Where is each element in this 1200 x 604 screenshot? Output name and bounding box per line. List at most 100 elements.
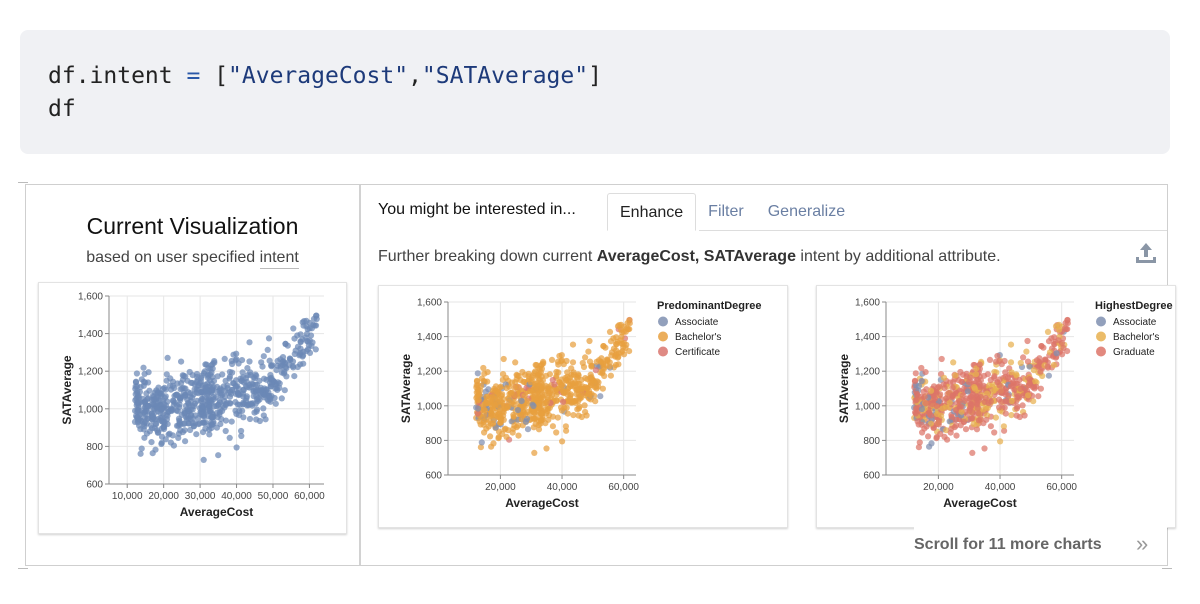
data-point xyxy=(140,364,147,371)
data-point xyxy=(968,402,975,410)
data-point xyxy=(592,398,599,405)
data-point xyxy=(1020,354,1027,361)
output-corner-mark xyxy=(18,568,28,569)
data-point xyxy=(934,384,941,391)
data-point xyxy=(512,359,519,366)
data-point xyxy=(998,361,1005,368)
data-point xyxy=(1030,367,1037,374)
code-cell[interactable]: df.intent = ["AverageCost","SATAverage"]… xyxy=(20,30,1170,154)
tab-enhance[interactable]: Enhance xyxy=(607,193,697,231)
data-point xyxy=(522,418,529,425)
current-chart-card[interactable]: 600 800 1,000 1,200 1,400 1,600 10,000 20,000 30… xyxy=(38,282,347,534)
data-point xyxy=(200,456,207,463)
data-point xyxy=(592,367,599,374)
current-scatter-chart: 600 800 1,000 1,200 1,400 1,600 10,000 20,000 30… xyxy=(60,292,325,520)
scroll-hint[interactable]: Scroll for 11 more charts » xyxy=(914,525,1167,565)
y-tick-label: 800 xyxy=(425,436,442,447)
data-point xyxy=(488,443,495,450)
export-button[interactable] xyxy=(1133,240,1159,266)
data-point xyxy=(582,354,589,361)
data-point xyxy=(312,346,319,353)
data-point xyxy=(176,417,183,424)
data-point xyxy=(937,391,944,398)
data-point xyxy=(502,374,510,381)
data-point xyxy=(302,334,309,341)
data-point xyxy=(268,381,275,388)
data-point xyxy=(1008,369,1015,376)
data-point xyxy=(287,355,294,363)
y-tick-label: 1,400 xyxy=(417,332,442,343)
data-point xyxy=(218,416,225,423)
y-tick-label: 1,400 xyxy=(855,332,880,343)
data-point xyxy=(238,427,245,435)
data-point xyxy=(510,413,517,420)
data-point xyxy=(938,355,945,363)
data-point xyxy=(500,355,507,363)
tab-generalize[interactable]: Generalize xyxy=(767,203,846,220)
data-point xyxy=(144,395,151,403)
data-point xyxy=(503,433,510,440)
data-point xyxy=(193,431,200,438)
data-point xyxy=(912,370,919,377)
enhance-chart-card-1[interactable]: 600 800 1,000 1,200 1,400 1,600 20,000 40,000 60… xyxy=(378,285,788,528)
x-tick-label: 20,000 xyxy=(485,482,516,493)
data-point xyxy=(1033,383,1040,390)
data-point xyxy=(485,423,492,430)
data-point xyxy=(247,369,254,376)
data-point xyxy=(164,354,171,361)
data-point xyxy=(1036,355,1043,362)
data-point xyxy=(284,342,291,349)
data-point xyxy=(586,358,594,365)
data-point xyxy=(177,394,184,401)
subtitle-prefix: based on user specified xyxy=(86,249,260,266)
data-point xyxy=(923,423,930,430)
data-point xyxy=(956,398,963,405)
data-point xyxy=(177,386,184,393)
data-point xyxy=(1040,344,1047,351)
output-corner-mark xyxy=(18,182,28,183)
data-point xyxy=(529,374,536,381)
data-point xyxy=(266,394,273,401)
data-point xyxy=(246,384,253,391)
data-point xyxy=(158,406,165,413)
enhance-chart-card-2[interactable]: 600 800 1,000 1,200 1,400 1,600 20,000 40,000 60… xyxy=(816,285,1176,528)
x-tick-label: 60,000 xyxy=(294,491,325,502)
data-point xyxy=(563,427,570,434)
data-point xyxy=(226,373,233,380)
data-point xyxy=(136,422,143,429)
y-tick-label: 1,200 xyxy=(855,367,880,378)
desc-suffix: intent by additional attribute. xyxy=(795,248,1001,265)
current-vis-subtitle: based on user specified intent xyxy=(26,249,359,269)
data-point xyxy=(972,371,980,378)
data-point xyxy=(253,416,260,423)
data-point xyxy=(926,443,933,450)
data-point xyxy=(913,405,920,412)
data-point xyxy=(1044,363,1051,370)
data-point xyxy=(946,399,953,406)
data-point xyxy=(268,363,275,370)
data-point xyxy=(543,445,550,452)
data-point xyxy=(256,377,263,384)
data-point xyxy=(626,317,633,324)
y-tick-label: 1,000 xyxy=(78,404,103,415)
data-point xyxy=(537,417,544,424)
y-tick-label: 1,000 xyxy=(855,401,880,412)
data-point xyxy=(969,449,976,456)
data-point xyxy=(986,356,994,363)
data-point xyxy=(209,385,216,392)
data-point xyxy=(475,390,482,397)
data-point xyxy=(505,395,512,402)
x-axis-title: AverageCost xyxy=(180,505,254,519)
data-point xyxy=(254,406,261,413)
data-point xyxy=(208,421,215,428)
data-point xyxy=(581,402,588,409)
data-point xyxy=(178,358,185,365)
legend-swatch xyxy=(658,316,668,327)
data-point xyxy=(941,385,948,392)
tab-filter[interactable]: Filter xyxy=(708,203,744,220)
data-point xyxy=(188,412,195,419)
data-point xyxy=(253,372,260,380)
data-point xyxy=(260,405,267,412)
data-point xyxy=(199,405,206,413)
data-point xyxy=(235,360,242,367)
